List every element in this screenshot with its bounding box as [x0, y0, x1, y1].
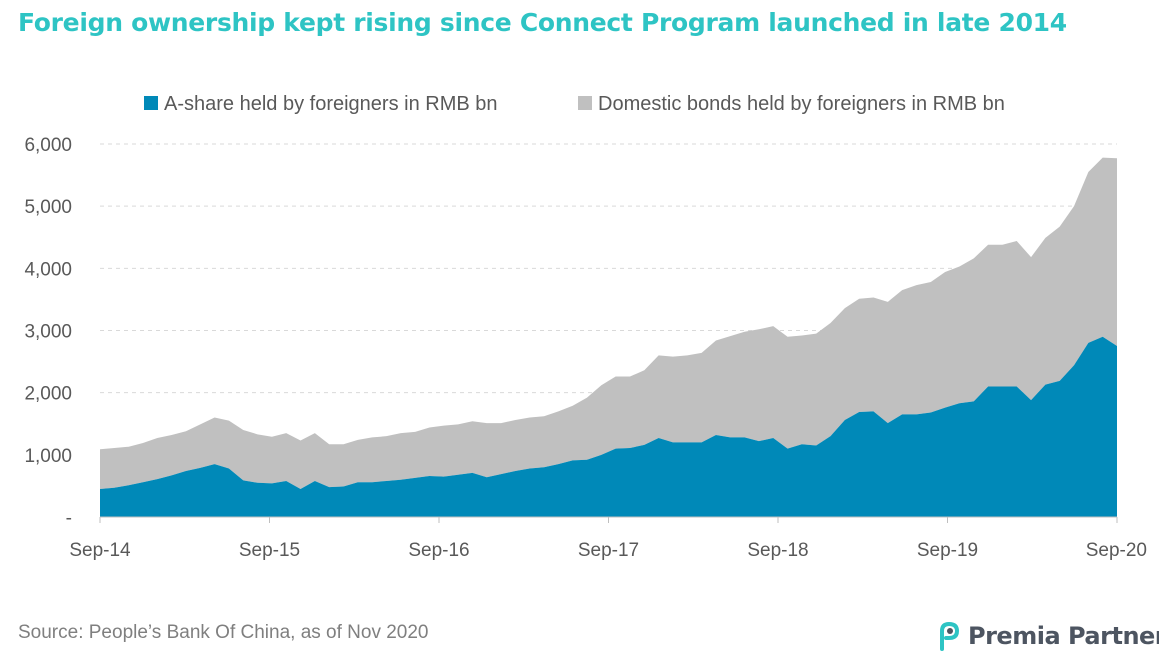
- y-tick-label: 4,000: [24, 259, 72, 280]
- legend-label-series-b: Domestic bonds held by foreigners in RMB…: [598, 93, 1005, 115]
- premia-logo-icon: [940, 621, 960, 651]
- logo: Premia Partners: [938, 620, 1159, 652]
- chart: A-share held by foreigners in RMB bn Dom…: [24, 93, 1147, 561]
- x-tick-label: Sep-19: [917, 540, 978, 561]
- x-tick-label: Sep-15: [239, 540, 300, 561]
- x-axis: Sep-14 Sep-15 Sep-16 Sep-17 Sep-18 Sep-19 Sep-…: [69, 516, 1147, 561]
- y-tick-label: 6,000: [24, 135, 72, 156]
- legend-swatch-series-b: [578, 96, 592, 110]
- y-tick-label: 1,000: [24, 446, 72, 467]
- x-tick-label: Sep-16: [408, 540, 469, 561]
- plot-area: [100, 157, 1117, 517]
- legend: A-share held by foreigners in RMB bn Dom…: [144, 93, 1005, 115]
- logo-text: Premia Partners: [968, 622, 1159, 650]
- y-tick-label: 5,000: [24, 197, 72, 218]
- x-tick-label: Sep-17: [578, 540, 639, 561]
- legend-swatch-series-a: [144, 96, 158, 110]
- area-series-domestic-bonds: [100, 157, 1117, 490]
- legend-label-series-a: A-share held by foreigners in RMB bn: [164, 93, 498, 115]
- source-note: Source: People’s Bank Of China, as of No…: [18, 622, 429, 643]
- area-series-a-share: [100, 336, 1117, 517]
- y-tick-label: 3,000: [24, 322, 72, 343]
- y-tick-label: -: [66, 508, 72, 529]
- x-tick-label: Sep-18: [747, 540, 808, 561]
- chart-title: Foreign ownership kept rising since Conn…: [18, 8, 1067, 37]
- x-tick-label: Sep-20: [1086, 540, 1147, 561]
- y-tick-label: 2,000: [24, 384, 72, 405]
- y-axis: - 1,000 2,000 3,000 4,000 5,000 6,000: [24, 135, 72, 529]
- x-tick-label: Sep-14: [69, 540, 131, 561]
